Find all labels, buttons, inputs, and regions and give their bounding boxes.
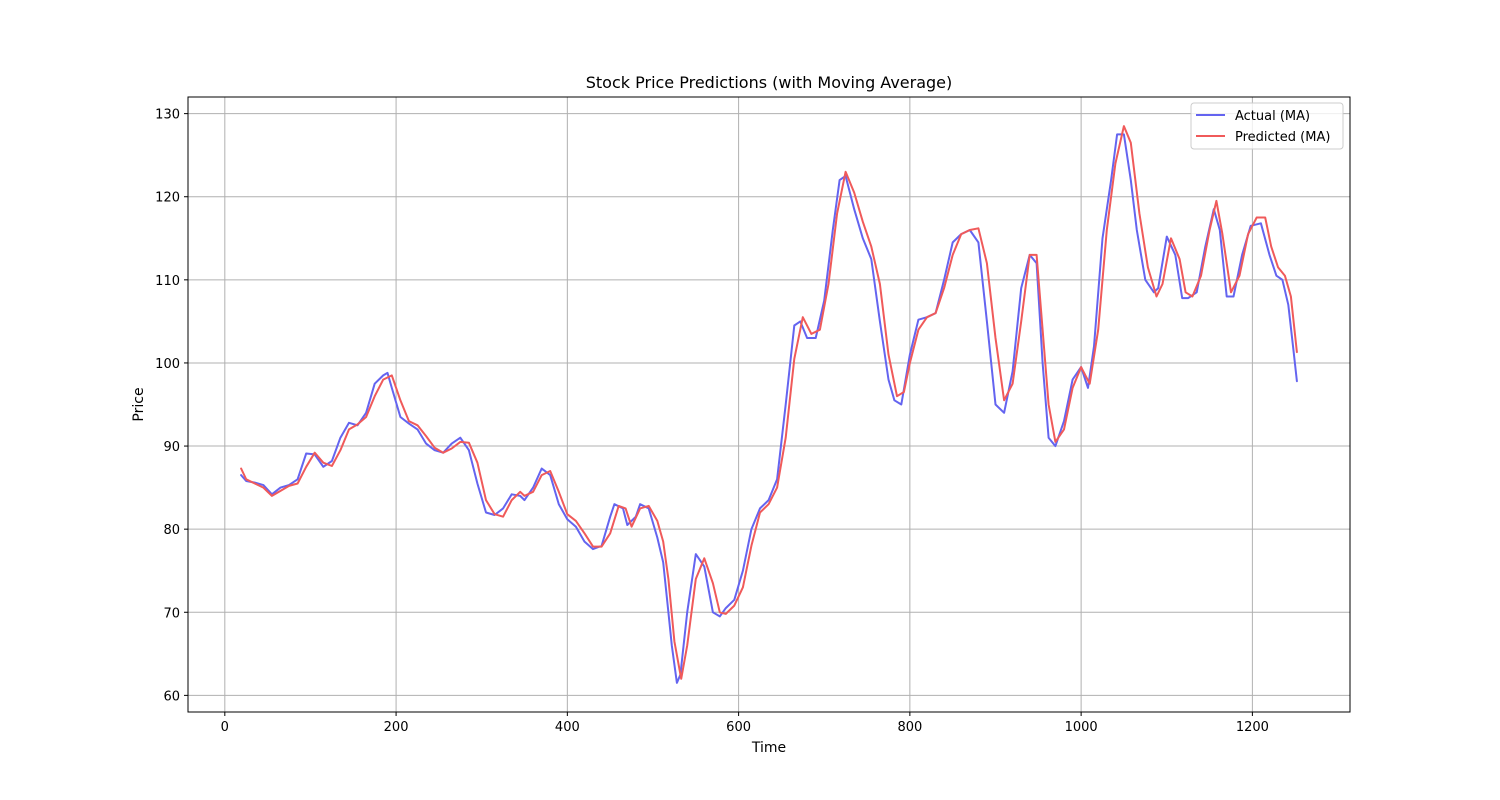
x-axis-label: Time bbox=[751, 740, 786, 756]
legend-label-1: Predicted (MA) bbox=[1235, 130, 1330, 145]
x-tick-label: 0 bbox=[221, 720, 229, 735]
y-tick-label: 60 bbox=[163, 689, 180, 704]
series-layer bbox=[240, 125, 1298, 684]
legend-box bbox=[1190, 102, 1344, 150]
y-tick-label: 130 bbox=[155, 108, 180, 123]
y-axis-label: Price bbox=[131, 387, 147, 421]
x-tick-label: 400 bbox=[555, 720, 580, 735]
x-tick-label: 600 bbox=[726, 720, 751, 735]
y-tick-label: 80 bbox=[163, 523, 180, 538]
ticks: 0 200 400 600 800 1000 1200 60 70 80 90 100 110 120 13… bbox=[155, 108, 1269, 735]
legend-label-0: Actual (MA) bbox=[1235, 109, 1310, 124]
legend: Actual (MA) Predicted (MA) bbox=[1190, 102, 1344, 150]
x-tick-label: 1200 bbox=[1236, 720, 1269, 735]
chart-title: Stock Price Predictions (with Moving Ave… bbox=[586, 73, 953, 92]
x-tick-label: 1000 bbox=[1065, 720, 1098, 735]
y-tick-label: 120 bbox=[155, 191, 180, 206]
series-line-1 bbox=[240, 125, 1298, 680]
y-tick-label: 70 bbox=[163, 606, 180, 621]
y-tick-label: 90 bbox=[163, 440, 180, 455]
grid bbox=[188, 97, 1350, 712]
x-tick-label: 800 bbox=[897, 720, 922, 735]
x-tick-label: 200 bbox=[384, 720, 409, 735]
y-tick-label: 100 bbox=[155, 357, 180, 372]
y-tick-label: 110 bbox=[155, 274, 180, 289]
series-line-0 bbox=[240, 133, 1298, 684]
plot-frame bbox=[187, 96, 1351, 713]
